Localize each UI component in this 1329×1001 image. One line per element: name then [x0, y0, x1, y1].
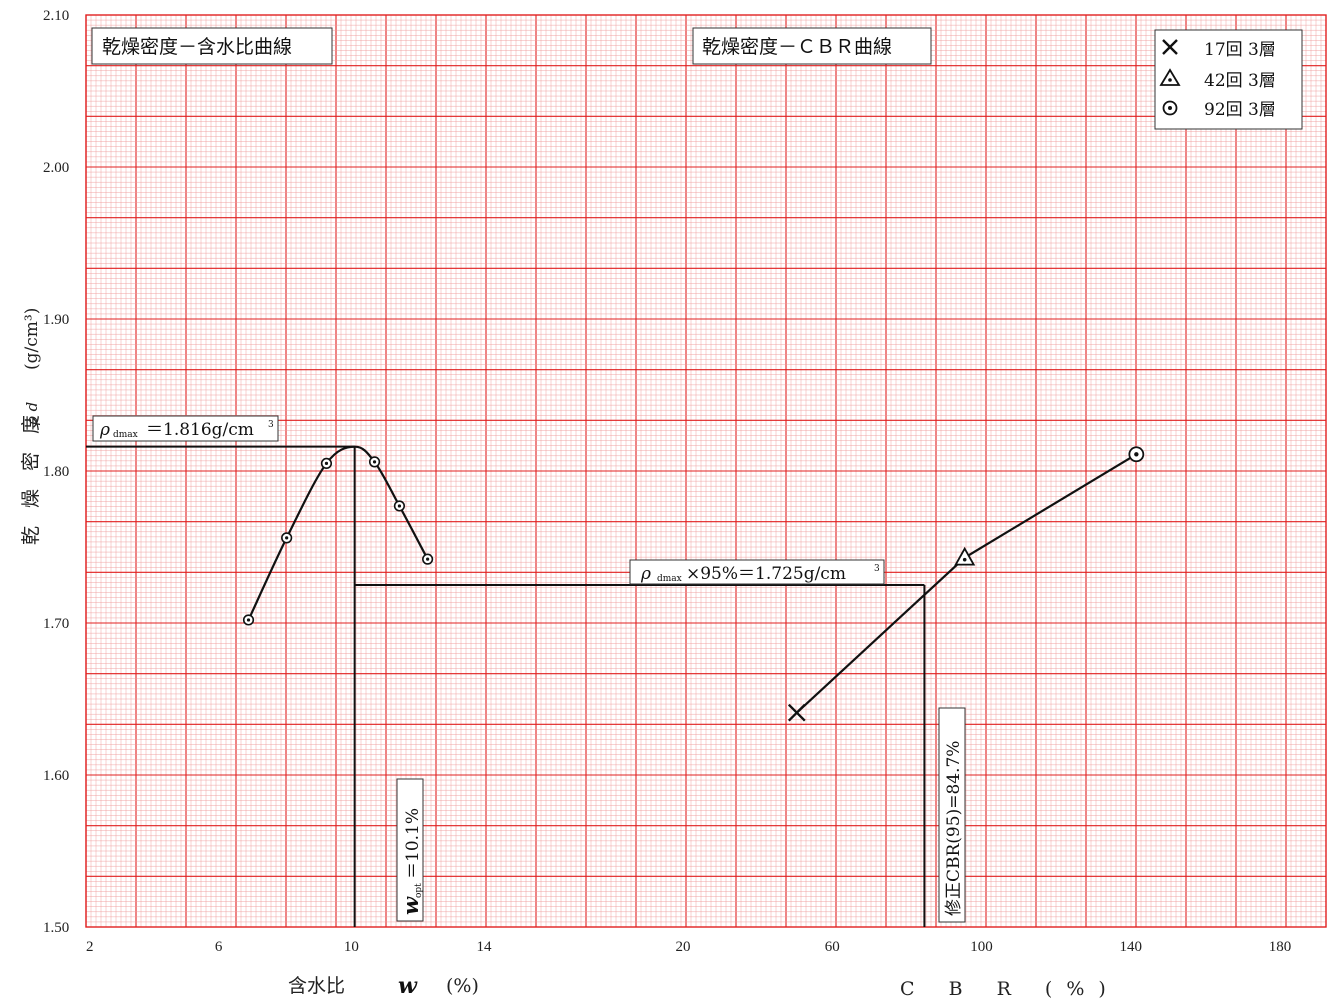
series-line-moisture-density: [247, 445, 429, 621]
y-tick-label: 1.70: [43, 616, 69, 632]
grid: [85, 14, 1327, 928]
chart-title-cbr: 乾燥密度－ＣＢＲ曲線: [702, 36, 892, 58]
x-marker-icon: [1162, 39, 1178, 55]
annotation-rho-95-sup: 3: [874, 564, 880, 574]
x-axis-label-unit: (%): [446, 975, 479, 997]
y-axis-label: 乾燥密度 ρ d (g/cm³): [20, 308, 42, 545]
annotation-rho-dmax-value: ＝1.816g/cm: [146, 420, 254, 440]
triangle-marker-icon: [1159, 68, 1181, 86]
marker-dot: [246, 618, 251, 622]
moisture-data-point: [422, 553, 434, 565]
y-tick-label: 2.10: [43, 8, 69, 24]
plot-frame: [85, 14, 1327, 928]
legend-item-92: 92回 3層: [1162, 100, 1276, 120]
x-tick-label-cbr: 100: [970, 939, 993, 955]
data-markers: [242, 446, 1145, 722]
annotation-cbr-95: 修正CBR(95)=84.7%: [938, 707, 966, 923]
x-tick-label-moisture: 6: [215, 939, 223, 955]
guide-lines: [86, 445, 926, 927]
title-box-cbr: 乾燥密度－ＣＢＲ曲線: [692, 27, 932, 65]
marker-dot: [285, 536, 289, 540]
moisture-data-point: [368, 456, 381, 468]
legend: 17回 3層 42回 3層 92回 3層: [1154, 29, 1303, 130]
moisture-data-point: [320, 457, 333, 470]
annotation-w-opt-sub: opt: [414, 883, 424, 898]
marker-dot: [397, 504, 402, 508]
moisture-data-point: [393, 500, 406, 512]
annotation-rho-dmax-sub: dmax: [113, 430, 138, 440]
y-tick-label: 1.60: [43, 768, 69, 784]
y-tick-label: 1.50: [43, 920, 69, 936]
x-tick-label-moisture: 10: [344, 939, 359, 955]
x-marker-stroke: [787, 703, 806, 722]
annotation-rho-95-symbol: ρ: [640, 564, 651, 584]
legend-label-42: 42回 3層: [1204, 71, 1276, 91]
x-axis-label-symbol: w: [398, 973, 418, 999]
title-box-moisture: 乾燥密度－含水比曲線: [91, 27, 333, 65]
x-tick-label-cbr: 180: [1269, 939, 1292, 955]
triangle-marker: [954, 546, 976, 566]
x-tick-label-cbr: 60: [825, 939, 840, 955]
cbr-data-point: [1128, 446, 1145, 463]
y-axis-label-symbol: ρ d: [23, 402, 41, 426]
x-tick-label-moisture: 20: [676, 939, 691, 955]
x-axis-label-moisture: 含水比 w (%): [288, 973, 479, 999]
annotation-w-opt-value: ＝10.1%: [403, 808, 423, 879]
marker-dot: [1134, 452, 1139, 457]
annotation-rho-95: ρ dmax ×95%＝1.725g/cm 3: [629, 559, 885, 585]
x-tick-label-moisture: 14: [477, 939, 493, 955]
legend-item-42: 42回 3層: [1159, 68, 1276, 91]
marker-dot: [324, 461, 329, 465]
dot-circle-marker-icon: [1162, 100, 1178, 116]
annotation-w-opt: w opt ＝10.1%: [396, 778, 424, 922]
x-axis-label-text: 含水比: [288, 975, 345, 997]
annotation-rho-dmax-symbol: ρ: [99, 420, 110, 440]
x-tick-label-cbr: 140: [1120, 939, 1143, 955]
legend-label-92: 92回 3層: [1204, 100, 1276, 120]
y-tick-label: 1.90: [43, 312, 69, 328]
y-tick-label: 1.80: [43, 464, 69, 480]
y-axis-label-unit: (g/cm³): [22, 308, 42, 370]
y-axis-label-text: 乾燥密度: [20, 397, 42, 545]
cbr-data-point: [787, 703, 806, 722]
marker-dot: [426, 557, 430, 561]
annotation-rho-95-sub: dmax: [657, 574, 682, 584]
annotation-rho-dmax: ρ dmax ＝1.816g/cm 3: [92, 415, 279, 442]
chart-title-moisture: 乾燥密度－含水比曲線: [102, 36, 292, 58]
cbr-data-point: [954, 546, 976, 566]
x-tick-label-moisture: 2: [86, 939, 94, 955]
annotation-w-opt-symbol: w: [398, 896, 423, 915]
y-tick-label: 2.00: [43, 160, 69, 176]
moisture-data-point: [281, 532, 293, 544]
tick-labels: 1.50 1.60 1.70 1.80 1.90 2.00 2.10 2 6 10 14 20 60 10…: [43, 8, 1291, 955]
annotation-rho-dmax-sup: 3: [268, 420, 274, 430]
x-axis-label-cbr: C B R (%): [900, 978, 1120, 1000]
marker-dot: [962, 557, 967, 562]
legend-item-17: 17回 3層: [1162, 39, 1276, 60]
legend-label-17: 17回 3層: [1204, 40, 1276, 60]
annotation-rho-95-value: ×95%＝1.725g/cm: [686, 564, 846, 584]
annotation-cbr-95-text: 修正CBR(95)=84.7%: [944, 741, 964, 916]
moisture-data-point: [242, 614, 255, 626]
marker-dot: [372, 460, 377, 464]
